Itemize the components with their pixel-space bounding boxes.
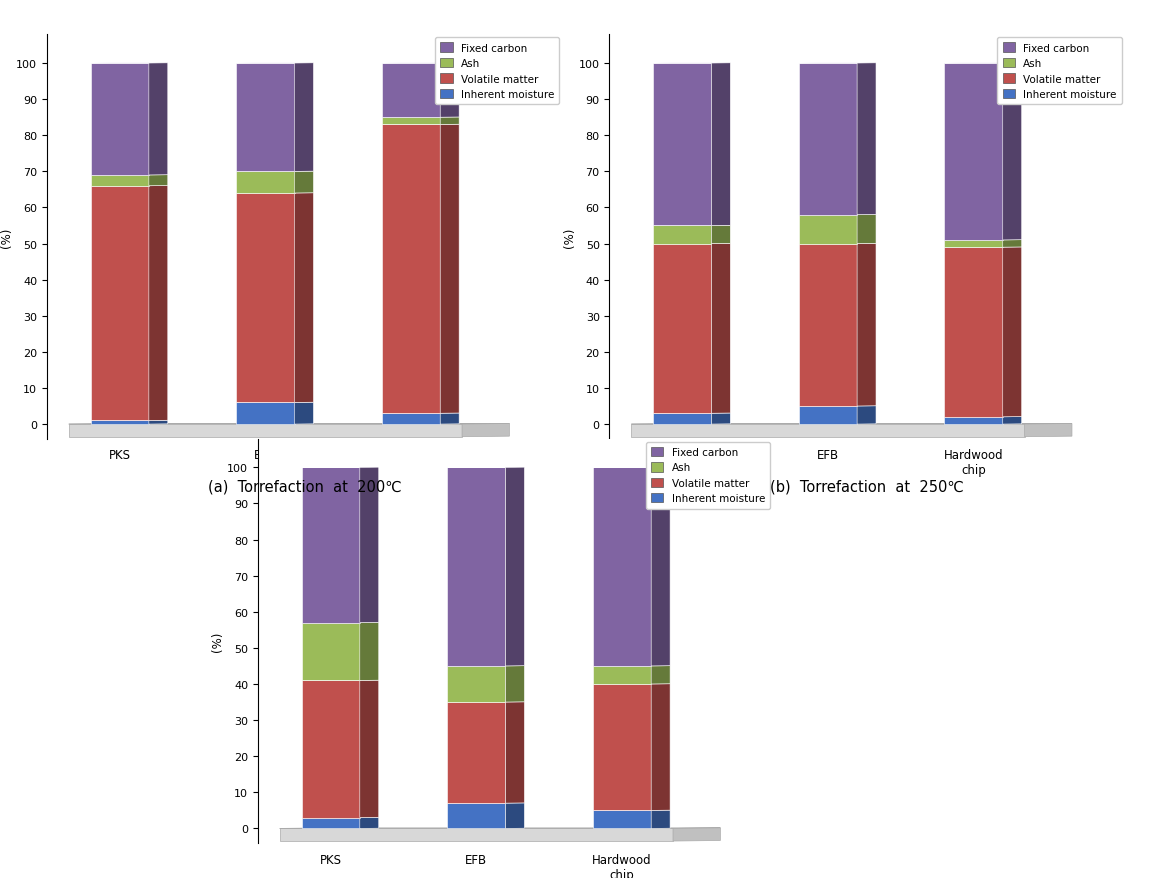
Polygon shape [360, 623, 379, 680]
Polygon shape [593, 666, 652, 684]
Polygon shape [382, 64, 441, 118]
Polygon shape [360, 468, 379, 623]
Polygon shape [441, 414, 459, 425]
Y-axis label: (%): (%) [0, 227, 13, 248]
Polygon shape [593, 810, 652, 829]
Polygon shape [505, 702, 524, 803]
Polygon shape [441, 125, 459, 414]
Polygon shape [653, 227, 711, 244]
Polygon shape [653, 244, 711, 414]
Polygon shape [90, 421, 149, 425]
Polygon shape [294, 64, 313, 172]
Polygon shape [448, 803, 505, 829]
Polygon shape [294, 193, 313, 403]
Polygon shape [237, 64, 294, 172]
Polygon shape [294, 172, 313, 194]
Polygon shape [857, 215, 875, 244]
Polygon shape [1003, 248, 1022, 417]
Polygon shape [301, 817, 360, 829]
Polygon shape [301, 468, 360, 623]
Polygon shape [301, 680, 360, 817]
Polygon shape [652, 810, 670, 829]
Polygon shape [799, 215, 857, 244]
Polygon shape [653, 64, 711, 227]
Polygon shape [673, 828, 721, 841]
Polygon shape [441, 64, 459, 118]
Polygon shape [448, 666, 505, 702]
Polygon shape [505, 666, 524, 702]
Polygon shape [382, 118, 441, 126]
Polygon shape [799, 244, 857, 407]
Polygon shape [652, 684, 670, 810]
Polygon shape [280, 829, 673, 841]
Legend: Fixed carbon, Ash, Volatile matter, Inherent moisture: Fixed carbon, Ash, Volatile matter, Inhe… [646, 443, 770, 509]
Polygon shape [945, 241, 1003, 248]
Polygon shape [1003, 417, 1022, 425]
Polygon shape [945, 417, 1003, 425]
Polygon shape [149, 64, 168, 176]
Polygon shape [382, 126, 441, 414]
Polygon shape [294, 403, 313, 425]
Polygon shape [360, 680, 379, 817]
Polygon shape [382, 414, 441, 425]
Legend: Fixed carbon, Ash, Volatile matter, Inherent moisture: Fixed carbon, Ash, Volatile matter, Inhe… [997, 39, 1122, 105]
Polygon shape [1003, 241, 1022, 248]
Polygon shape [505, 468, 524, 666]
Polygon shape [237, 194, 294, 403]
Y-axis label: (%): (%) [211, 630, 224, 651]
Polygon shape [711, 414, 730, 425]
Polygon shape [632, 425, 1024, 437]
Polygon shape [857, 244, 875, 407]
Polygon shape [237, 403, 294, 425]
Polygon shape [1024, 424, 1072, 437]
Text: (b)  Torrefaction  at  250℃: (b) Torrefaction at 250℃ [770, 479, 965, 493]
Polygon shape [593, 468, 652, 666]
Polygon shape [945, 248, 1003, 417]
Polygon shape [90, 187, 149, 421]
Polygon shape [301, 623, 360, 680]
Polygon shape [711, 226, 730, 244]
Polygon shape [462, 424, 510, 437]
Polygon shape [711, 64, 730, 227]
Polygon shape [1003, 64, 1022, 241]
Polygon shape [237, 172, 294, 194]
Polygon shape [711, 244, 730, 414]
Polygon shape [441, 118, 459, 126]
Text: (a)  Torrefaction  at  200℃: (a) Torrefaction at 200℃ [207, 479, 402, 493]
Legend: Fixed carbon, Ash, Volatile matter, Inherent moisture: Fixed carbon, Ash, Volatile matter, Inhe… [435, 39, 559, 105]
Polygon shape [857, 64, 875, 215]
Polygon shape [593, 684, 652, 810]
Polygon shape [505, 803, 524, 829]
Polygon shape [149, 421, 168, 425]
Polygon shape [149, 186, 168, 421]
Polygon shape [69, 425, 462, 437]
Polygon shape [799, 407, 857, 425]
Polygon shape [857, 407, 875, 425]
Polygon shape [149, 176, 168, 187]
Polygon shape [652, 468, 670, 666]
Polygon shape [945, 64, 1003, 241]
Polygon shape [90, 64, 149, 176]
Polygon shape [360, 817, 379, 829]
Polygon shape [653, 414, 711, 425]
Y-axis label: (%): (%) [563, 227, 575, 248]
Polygon shape [448, 702, 505, 803]
Polygon shape [799, 64, 857, 215]
Polygon shape [90, 176, 149, 187]
Polygon shape [448, 468, 505, 666]
Polygon shape [652, 666, 670, 684]
